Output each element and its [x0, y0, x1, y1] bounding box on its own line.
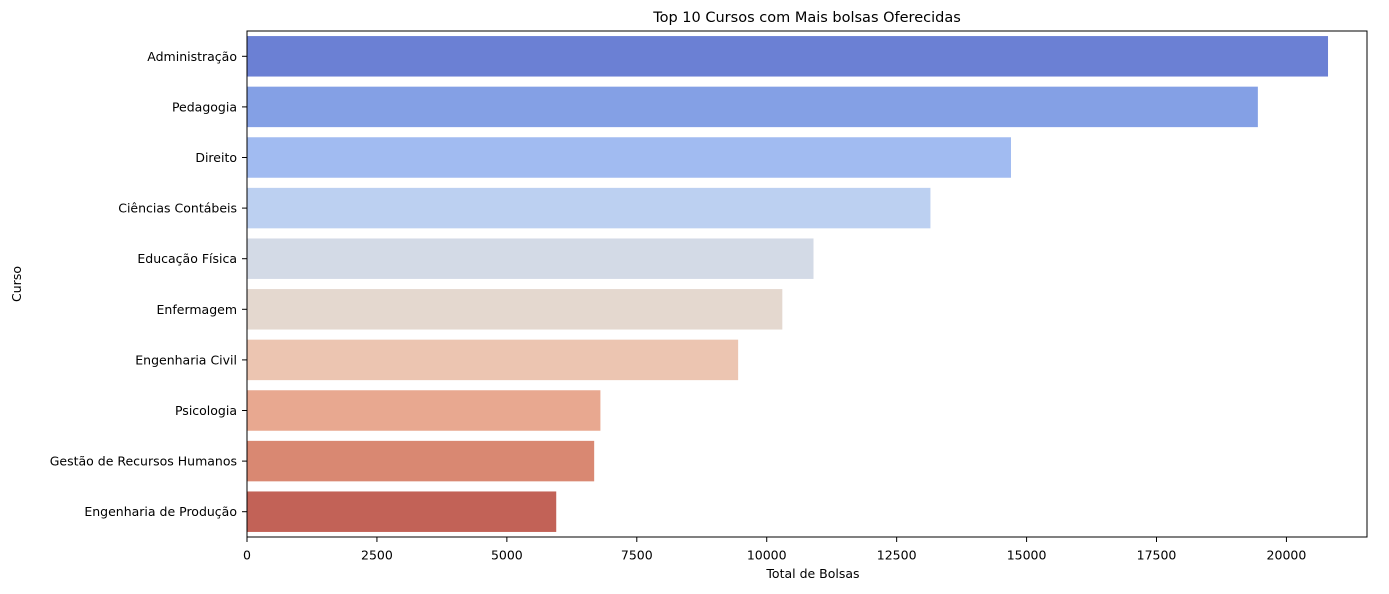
bar-5 — [247, 289, 783, 330]
x-tick-label: 7500 — [621, 548, 653, 563]
plot-frame — [246, 30, 1368, 538]
x-tick-label: 20000 — [1267, 548, 1307, 563]
x-axis-label: Total de Bolsas — [765, 566, 859, 581]
y-tick-label: Psicologia — [175, 403, 237, 418]
y-tick-label: Engenharia Civil — [135, 352, 237, 367]
bar-0 — [247, 36, 1329, 77]
y-axis-ticks: Administração Pedagogia Direito Ciências Co… — [50, 49, 247, 519]
y-tick-label: Ciências Contábeis — [118, 201, 237, 216]
bar-9 — [247, 491, 557, 532]
plot-border — [246, 30, 1368, 538]
y-tick-label: Direito — [195, 150, 237, 165]
bar-8 — [247, 440, 595, 482]
y-axis-label: Curso — [9, 266, 24, 302]
x-tick-label: 2500 — [361, 548, 393, 563]
y-tick-label: Enfermagem — [157, 302, 237, 317]
x-axis-ticks: 0 2500 5000 7500 10000 12500 15000 17500 20000 — [243, 537, 1306, 563]
x-tick-label: 12500 — [877, 548, 917, 563]
bar-4 — [247, 238, 814, 279]
x-tick-label: 10000 — [747, 548, 787, 563]
y-tick-label: Engenharia de Produção — [84, 504, 237, 519]
bar-7 — [247, 390, 601, 431]
chart-title: Top 10 Cursos com Mais bolsas Oferecidas — [652, 10, 961, 26]
y-tick-label: Gestão de Recursos Humanos — [50, 454, 237, 469]
x-tick-label: 17500 — [1137, 548, 1177, 563]
bar-1 — [247, 86, 1258, 128]
x-tick-label: 15000 — [1007, 548, 1047, 563]
bar-2 — [247, 137, 1011, 178]
bar-3 — [247, 187, 931, 229]
x-tick-label: 5000 — [491, 548, 523, 563]
y-tick-label: Administração — [147, 49, 237, 64]
bar-6 — [247, 339, 739, 381]
y-tick-label: Pedagogia — [172, 99, 237, 114]
y-tick-label: Educação Física — [137, 251, 237, 266]
x-tick-label: 0 — [243, 548, 251, 563]
bars-group — [247, 36, 1329, 532]
